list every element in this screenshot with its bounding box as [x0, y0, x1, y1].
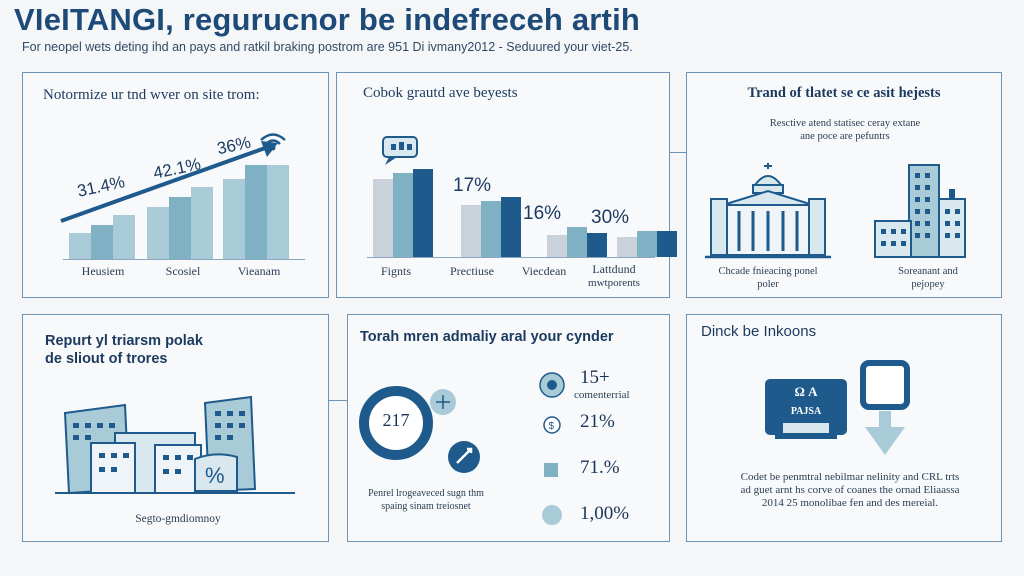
- bar: [147, 207, 169, 259]
- stat-value: 21%: [580, 411, 615, 432]
- panel-caption: Codet be penmtral nebilmar nelinity and …: [740, 471, 960, 509]
- city-buildings-icon: [874, 164, 966, 258]
- page-title: VIeITANGI, regurucnor be indefreceh arti…: [14, 2, 641, 37]
- bar: [373, 179, 393, 257]
- bar: [567, 227, 587, 257]
- panel-site-trends: Notormize ur tnd wver on site trom: 31.4…: [22, 72, 329, 298]
- value-label: 16%: [523, 203, 562, 224]
- category-label: Scosiel: [165, 264, 201, 278]
- connector-line: [670, 152, 686, 153]
- category-sub-label: mwtporents: [588, 277, 640, 289]
- bar: [267, 165, 289, 259]
- wifi-icon: [260, 133, 286, 151]
- panel-title: Torah mren admaliy aral your cynder: [360, 329, 614, 345]
- building-caption-left: Chcade fnieacing ponel poler: [718, 266, 818, 290]
- stat-value: 71.%: [580, 457, 620, 478]
- donut-chart: [359, 386, 433, 460]
- bar: [413, 169, 433, 257]
- panel-links: Dinck be Inkoons Ω A PAJSA Codet be penm…: [686, 314, 1002, 542]
- panel-title-line2: de sliout of trores: [45, 351, 168, 367]
- bar: [91, 225, 113, 259]
- panel-tourism-report: Repurt yl triarsm polak de sliout of tro…: [22, 314, 329, 542]
- globe-icon: [430, 389, 456, 415]
- bar: [69, 233, 91, 259]
- bar: [461, 205, 481, 257]
- panel-title: Trand of tlatet se ce asit hejests: [747, 85, 941, 101]
- panel-title: Dinck be Inkoons: [701, 323, 817, 340]
- panel-growth-interests: Cobok grautd ave beyests 17% 16% 30% Fig…: [336, 72, 677, 298]
- building-caption-right: Soreanant and pejopey: [898, 266, 958, 290]
- panel-caption: Segto-gmdiomnoy: [135, 513, 221, 525]
- category-label: Viecdean: [521, 264, 567, 278]
- bar: [617, 237, 637, 257]
- bar: [657, 231, 677, 257]
- page-subtitle: For neopel wets deting ihd an pays and r…: [22, 40, 633, 54]
- panel-title: Notormize ur tnd wver on site trom:: [43, 87, 260, 103]
- svg-text:$: $: [549, 421, 555, 432]
- download-arrow-icon: [860, 360, 910, 455]
- bar-group: [373, 163, 677, 257]
- donut-value: 217: [382, 410, 410, 430]
- bar: [481, 201, 501, 257]
- bar: [245, 165, 267, 259]
- globe-icon: [539, 372, 565, 398]
- panel-growth-stats: Torah mren admaliy aral your cynder 217 …: [347, 314, 670, 542]
- bar: [637, 231, 657, 257]
- connector-line: [329, 400, 347, 401]
- bar: [191, 187, 213, 259]
- panel-latest-interests: Trand of tlatet se ce asit hejests Resct…: [686, 72, 1002, 298]
- panel-title: Repurt yl triarsm polak: [45, 333, 203, 349]
- category-label: Fignts: [380, 264, 411, 278]
- panel-caption: Resctive atend statisec ceray extane ane…: [769, 118, 921, 142]
- sign-board-icon: [765, 379, 847, 439]
- dot-icon: [542, 505, 562, 525]
- bar: [169, 197, 191, 259]
- bar: [113, 215, 135, 259]
- donut-caption: Penrel lrogeaveced sugn thm spaing sinam…: [368, 488, 484, 512]
- chat-bubble-icon: [382, 136, 418, 165]
- category-label: Heusiem: [81, 264, 125, 278]
- bar: [393, 173, 413, 257]
- city-skyline-icon: %: [55, 395, 295, 495]
- bar: [223, 179, 245, 259]
- category-label: Lattdund: [592, 262, 636, 276]
- bar: [501, 197, 521, 257]
- dollar-icon: [448, 441, 480, 473]
- panel-title: Cobok grautd ave beyests: [363, 85, 518, 101]
- stat-value: 15+: [580, 367, 610, 388]
- value-label: 30%: [591, 207, 630, 228]
- bar: [587, 233, 607, 257]
- category-label: Prectiuse: [450, 264, 494, 278]
- trend-arrow: [60, 141, 278, 223]
- bar: [547, 235, 567, 257]
- bar-group: [69, 153, 299, 259]
- stat-label: comenterrial: [574, 389, 630, 401]
- category-label: Vieanam: [237, 264, 281, 278]
- dollar-icon: $: [543, 416, 561, 434]
- sign-text-line1: Ω A: [794, 384, 818, 399]
- svg-text:%: %: [205, 463, 225, 488]
- value-label: 17%: [453, 175, 492, 196]
- stat-value: 1,00%: [580, 503, 630, 524]
- sign-text-line2: PAJSA: [790, 406, 822, 417]
- baseline: [367, 257, 655, 258]
- baseline: [63, 259, 305, 260]
- chart-icon: [544, 463, 558, 477]
- government-building-icon: [705, 163, 831, 259]
